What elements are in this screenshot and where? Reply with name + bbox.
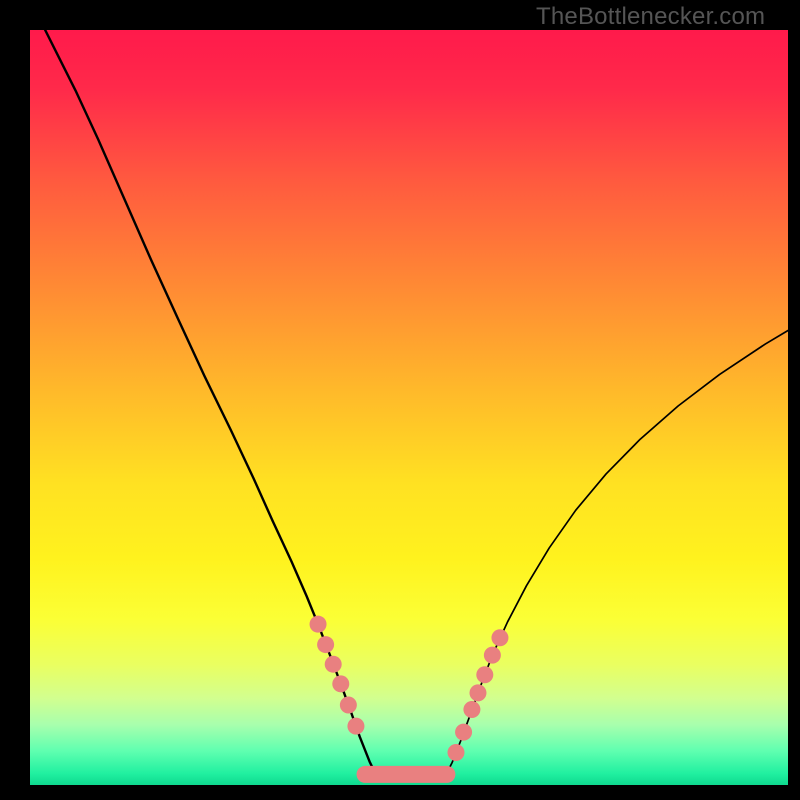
marker-right-1: [455, 724, 472, 741]
marker-left-1: [317, 636, 334, 653]
marker-left-3: [332, 675, 349, 692]
marker-right-0: [447, 744, 464, 761]
marker-right-3: [469, 684, 486, 701]
marker-left-2: [325, 656, 342, 673]
marker-right-5: [484, 647, 501, 664]
marker-right-6: [491, 629, 508, 646]
marker-left-4: [340, 696, 357, 713]
marker-right-2: [463, 701, 480, 718]
plot-svg: [30, 30, 788, 785]
marker-left-5: [347, 718, 364, 735]
gradient-background: [30, 30, 788, 785]
chart-frame: TheBottlenecker.com: [0, 0, 800, 800]
marker-right-4: [476, 666, 493, 683]
marker-left-0: [310, 616, 327, 633]
plot-area: [30, 30, 788, 785]
watermark-text: TheBottlenecker.com: [536, 3, 765, 31]
